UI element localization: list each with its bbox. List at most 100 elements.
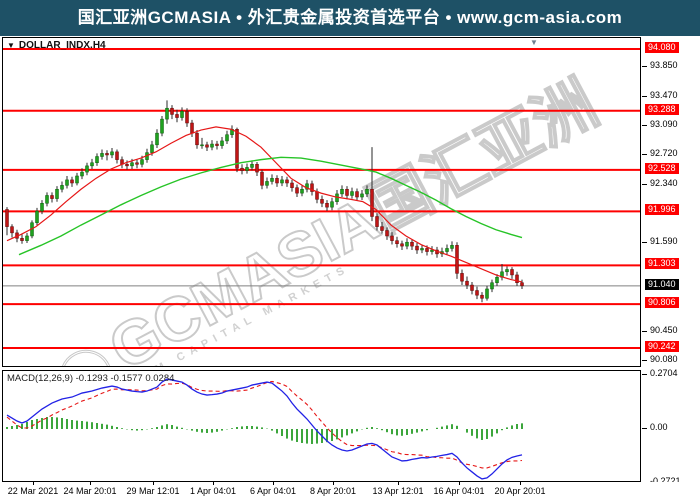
time-tick-label: 6 Apr 04:01: [249, 486, 297, 496]
candle-body: [90, 162, 94, 167]
candle-body: [190, 122, 194, 134]
chevron-down-icon[interactable]: ▼: [7, 41, 15, 50]
candle-body: [265, 181, 269, 186]
macd-panel[interactable]: MACD(12,26,9) -0.1293 -0.1577 0.0284: [2, 370, 641, 482]
price-tick-label: 93.850: [650, 59, 678, 70]
candle-body: [210, 143, 214, 148]
candle-body: [185, 111, 189, 124]
candle-body: [40, 203, 44, 212]
candle-body: [180, 111, 184, 118]
candle-body: [130, 162, 134, 167]
candle-body: [205, 144, 209, 148]
candle-body: [365, 188, 369, 195]
candle-body: [140, 159, 144, 165]
candle-body: [75, 175, 79, 184]
axis-tick: [642, 95, 647, 97]
candle-body: [70, 179, 74, 184]
candle-body: [300, 188, 304, 194]
candle-body: [60, 185, 64, 190]
candle-body: [495, 277, 499, 283]
candle-body: [505, 269, 509, 273]
time-tick-label: 13 Apr 12:01: [372, 486, 424, 496]
candle-body: [380, 226, 384, 231]
price-tick-label: 91.590: [650, 235, 678, 246]
time-axis-tick: [90, 482, 91, 485]
price-tick-label: 92.720: [650, 147, 678, 158]
candle-body: [220, 140, 224, 146]
candle-body: [5, 209, 9, 227]
level-price-label: 93.288: [645, 103, 679, 115]
axis-tick: [642, 125, 647, 127]
time-tick-label: 29 Mar 12:01: [126, 486, 180, 496]
axis-tick: [642, 183, 647, 185]
candle-body: [305, 183, 309, 190]
candle-body: [470, 284, 474, 291]
candle-body: [370, 188, 374, 217]
candle-body: [150, 144, 154, 153]
candle-body: [25, 235, 29, 241]
candle-body: [340, 188, 344, 195]
level-price-label: 90.806: [645, 297, 679, 309]
candle-body: [125, 164, 129, 167]
candle-body: [320, 199, 324, 204]
time-tick-label: 1 Apr 04:01: [189, 486, 237, 496]
candle-body: [200, 144, 204, 147]
chart-shift-marker-icon[interactable]: ▼: [530, 38, 538, 47]
candle-body: [10, 226, 14, 234]
candle-body: [225, 134, 229, 142]
level-price-label: 90.242: [645, 341, 679, 352]
candle-body: [55, 188, 59, 199]
candle-body: [235, 128, 239, 169]
candle-body: [80, 171, 84, 177]
candlestick-chart[interactable]: [3, 38, 640, 366]
axis-tick: [642, 330, 647, 332]
candle-body: [510, 269, 514, 276]
axis-tick: [642, 428, 647, 429]
candle-body: [155, 132, 159, 146]
time-axis[interactable]: 22 Mar 2021 24 Mar 20:01 29 Mar 12:01 1 Apr…: [0, 482, 700, 500]
candle-body: [515, 274, 519, 283]
candle-body: [110, 151, 114, 156]
time-tick-label: 20 Apr 20:01: [494, 486, 546, 496]
macd-tick-label: 0.2704: [650, 367, 678, 378]
promo-banner: 国汇亚洲GCMASIA • 外汇贵金属投资首选平台 • www.gcm-asia…: [0, 0, 700, 36]
candle-body: [260, 171, 264, 186]
candle-body: [480, 294, 484, 299]
candle-body: [245, 167, 249, 171]
candle-body: [20, 238, 24, 241]
macd-chart[interactable]: [3, 371, 640, 481]
candle-body: [485, 288, 489, 299]
axis-tick: [642, 373, 647, 375]
price-axis[interactable]: 93.850 93.470 93.090 92.720 92.340 91.590 90.4…: [642, 37, 700, 486]
axis-tick: [642, 241, 647, 243]
candle-body: [240, 167, 244, 171]
candle-body: [45, 195, 49, 204]
candle-body: [375, 216, 379, 227]
macd-indicator-label: MACD(12,26,9) -0.1293 -0.1577 0.0284: [7, 373, 175, 384]
main-chart-panel[interactable]: ▼ DOLLAR_INDX.H4 ▼ GCMASIA国汇亚洲 GCM CAPIT…: [2, 37, 641, 367]
candle-body: [355, 191, 359, 198]
candle-body: [420, 248, 424, 251]
candle-body: [85, 165, 89, 173]
candle-body: [520, 282, 524, 287]
candle-body: [425, 248, 429, 252]
candle-body: [330, 201, 334, 208]
candle-body: [175, 114, 179, 118]
macd-tick-label: -0.2721: [650, 476, 681, 486]
candle-body: [395, 240, 399, 245]
candle-body: [385, 230, 389, 237]
candle-body: [400, 243, 404, 247]
current-price-label: 91.040: [645, 278, 679, 290]
candle-body: [115, 151, 119, 160]
symbol-row[interactable]: ▼ DOLLAR_INDX.H4: [7, 40, 106, 51]
candle-body: [325, 203, 329, 208]
candle-body: [165, 107, 169, 120]
candle-body: [360, 193, 364, 198]
symbol-timeframe-label: DOLLAR_INDX.H4: [18, 40, 106, 51]
macd-tick-label: 0.00: [650, 422, 668, 432]
candle-body: [460, 273, 464, 282]
candle-body: [475, 290, 479, 296]
candle-body: [450, 245, 454, 249]
candle-body: [295, 187, 299, 194]
candle-body: [430, 249, 434, 252]
